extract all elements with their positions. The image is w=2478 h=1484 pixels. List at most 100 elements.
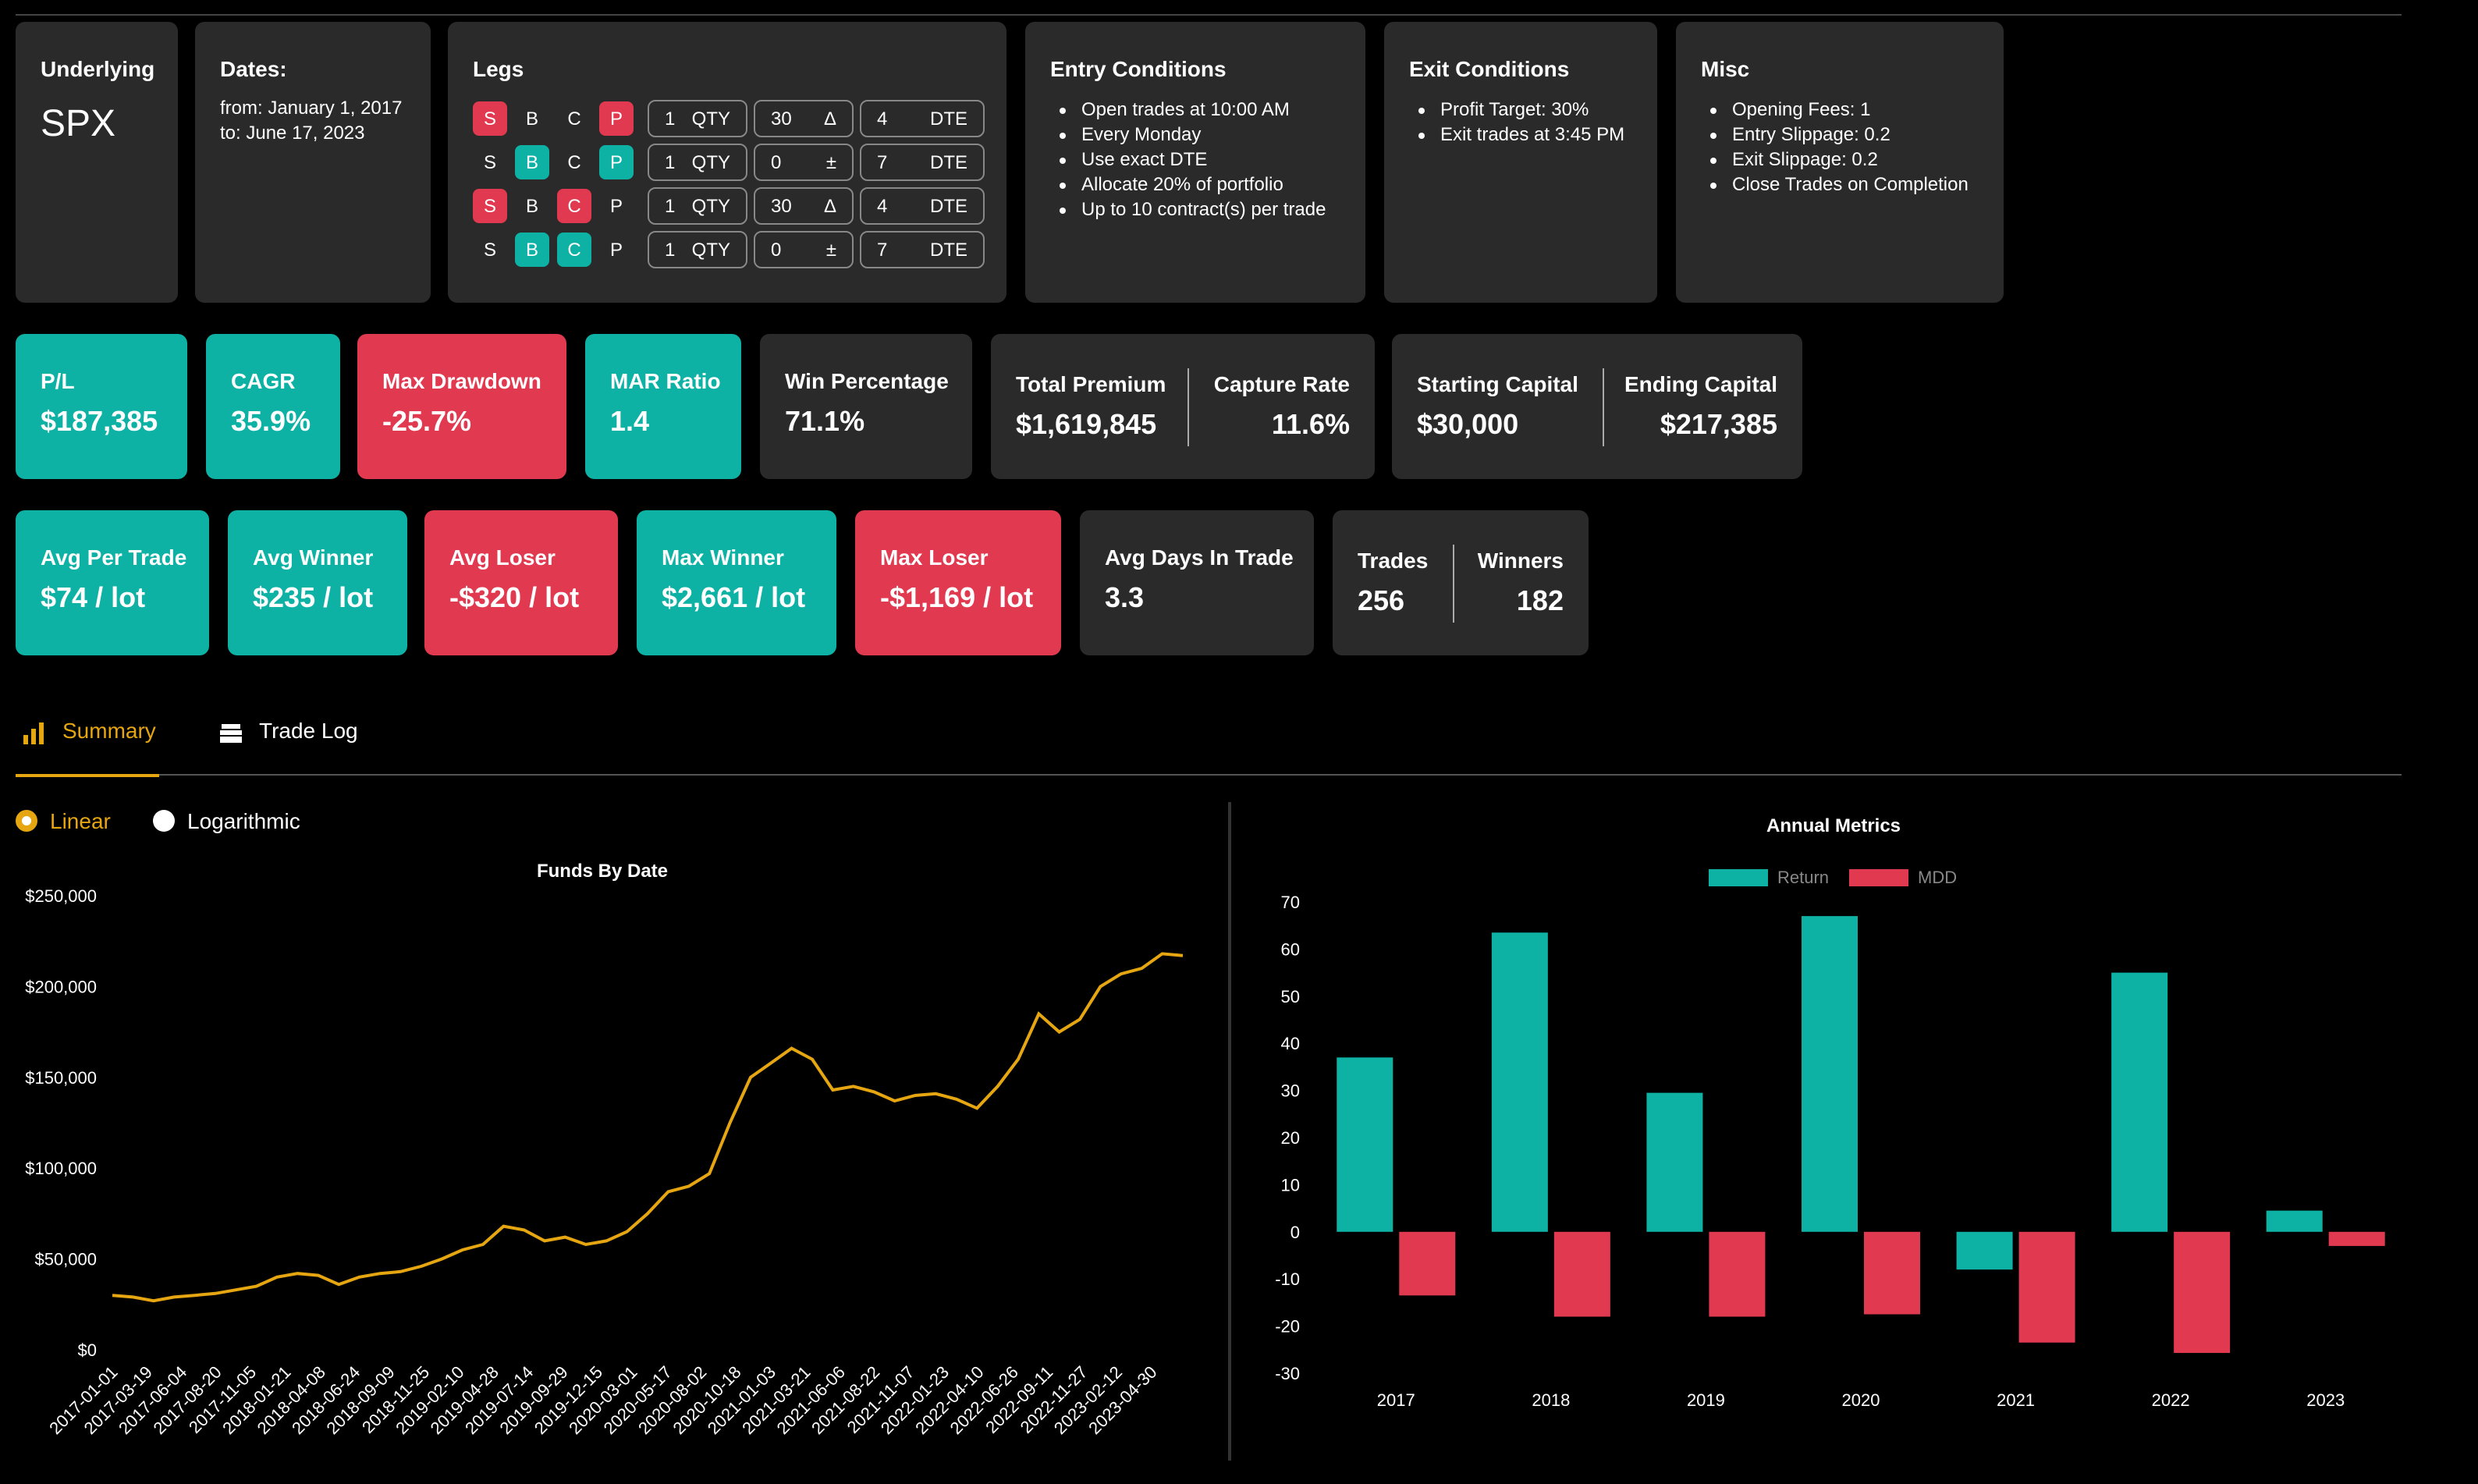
list-item: Allocate 20% of portfolio (1081, 172, 1326, 197)
pill-unit: DTE (930, 195, 967, 217)
y-tick-label: -30 (1275, 1364, 1300, 1383)
leg-side-sell-toggle[interactable]: S (483, 151, 496, 173)
leg-delta-input[interactable]: 30 Δ (754, 100, 854, 137)
dates-from: from: January 1, 2017 (220, 97, 403, 119)
leg-side-buy-toggle[interactable]: B (525, 108, 538, 130)
leg-side-sell-toggle[interactable]: S (473, 189, 507, 223)
chart-title: Annual Metrics (1766, 815, 1901, 836)
avg-loser-label: Avg Loser (449, 545, 556, 570)
return-bar (1802, 916, 1858, 1232)
list-item: Exit Slippage: 0.2 (1732, 147, 1969, 172)
funds-by-date-chart: Funds By Date $0 $50,000 $100,000 $150,000 $2… (25, 861, 1184, 1438)
list-item: Close Trades on Completion (1732, 172, 1969, 197)
logarithmic-radio[interactable]: Logarithmic (153, 808, 300, 833)
avg-loser-card: Avg Loser -$320 / lot (424, 510, 618, 655)
pill-value: 1 (665, 108, 676, 130)
y-tick-label: $150,000 (25, 1068, 97, 1088)
pill-value: 7 (877, 151, 888, 173)
leg-dte-input[interactable]: 4 DTE (860, 187, 985, 225)
pill-unit: ± (825, 151, 836, 173)
leg-qty-input[interactable]: 1 QTY (648, 231, 747, 268)
leg-dte-input[interactable]: 4 DTE (860, 100, 985, 137)
linear-label: Linear (50, 808, 111, 833)
pill-unit: DTE (930, 239, 967, 261)
return-bar (1337, 1057, 1393, 1232)
x-tick-label: 2021 (1997, 1390, 2035, 1410)
avg-loser-value: -$320 / lot (449, 582, 580, 613)
max-drawdown-label: Max Drawdown (382, 368, 541, 393)
card-divider (1453, 545, 1454, 623)
mdd-bar (1399, 1231, 1456, 1296)
leg-put-toggle[interactable]: P (599, 101, 634, 136)
leg-side-buy-toggle[interactable]: B (515, 145, 549, 179)
max-winner-value: $2,661 / lot (662, 582, 806, 613)
capital-card: Starting Capital $30,000 Ending Capital … (1392, 334, 1802, 479)
avg-days-card: Avg Days In Trade 3.3 (1080, 510, 1314, 655)
leg-delta-input[interactable]: 0 ± (754, 144, 854, 181)
pill-unit: QTY (691, 239, 730, 261)
entry-conditions-label: Entry Conditions (1050, 56, 1227, 81)
y-tick-label: 0 (1290, 1223, 1300, 1242)
y-tick-label: $50,000 (34, 1250, 97, 1269)
linear-radio[interactable]: Linear (16, 808, 111, 833)
avg-per-trade-value: $74 / lot (41, 582, 146, 613)
premium-card: Total Premium $1,619,845 Capture Rate 11… (991, 334, 1375, 479)
leg-side-sell-toggle[interactable]: S (473, 101, 507, 136)
leg-call-toggle[interactable]: C (567, 151, 581, 173)
list-item: Open trades at 10:00 AM (1081, 97, 1326, 122)
entry-conditions-list: Open trades at 10:00 AM Every Monday Use… (1050, 97, 1326, 222)
pill-unit: QTY (691, 195, 730, 217)
leg-dte-input[interactable]: 7 DTE (860, 231, 985, 268)
x-tick-label: 2019 (1687, 1390, 1725, 1410)
list-item: Use exact DTE (1081, 147, 1326, 172)
mdd-bar (2328, 1231, 2385, 1246)
pill-unit: Δ (823, 195, 836, 217)
leg-put-toggle[interactable]: P (609, 239, 623, 261)
tab-summary[interactable]: Summary (16, 718, 159, 777)
pill-unit: QTY (691, 151, 730, 173)
winners-value: 182 (1516, 585, 1564, 616)
leg-qty-input[interactable]: 1 QTY (648, 144, 747, 181)
leg-put-toggle[interactable]: P (609, 195, 623, 217)
y-tick-label: 10 (1281, 1175, 1300, 1195)
chart-title: Funds By Date (537, 861, 668, 882)
leg-side-buy-toggle[interactable]: B (525, 195, 538, 217)
leg-put-toggle[interactable]: P (599, 145, 634, 179)
return-bar (1646, 1092, 1703, 1232)
leg-dte-input[interactable]: 7 DTE (860, 144, 985, 181)
tab-trade-log-label: Trade Log (259, 718, 358, 743)
pl-value: $187,385 (41, 406, 158, 437)
max-drawdown-value: -25.7% (382, 406, 472, 437)
legend-swatch (1849, 869, 1908, 886)
leg-delta-input[interactable]: 0 ± (754, 231, 854, 268)
capture-rate-value: 11.6% (1271, 409, 1350, 440)
leg-side-buy-toggle[interactable]: B (515, 233, 549, 267)
mdd-bar (1864, 1231, 1920, 1315)
y-tick-label: $200,000 (25, 977, 97, 996)
pill-value: 1 (665, 239, 676, 261)
bar-chart-icon (23, 722, 44, 744)
trades-value: 256 (1358, 585, 1405, 616)
leg-side-sell-toggle[interactable]: S (483, 239, 496, 261)
dates-card: Dates: from: January 1, 2017 to: June 17… (195, 22, 431, 303)
pill-value: 7 (877, 239, 888, 261)
pill-unit: QTY (691, 108, 730, 130)
leg-delta-input[interactable]: 30 Δ (754, 187, 854, 225)
pill-unit: Δ (823, 108, 836, 130)
y-tick-label: $0 (78, 1340, 97, 1360)
mdd-bar (1709, 1231, 1766, 1317)
pill-unit: DTE (930, 108, 967, 130)
leg-row: S B C P 1 QTY 30 Δ 4 DTE (473, 187, 991, 225)
avg-per-trade-label: Avg Per Trade (41, 545, 187, 570)
leg-call-toggle[interactable]: C (557, 189, 591, 223)
leg-qty-input[interactable]: 1 QTY (648, 100, 747, 137)
leg-call-toggle[interactable]: C (567, 108, 581, 130)
pl-card: P/L $187,385 (16, 334, 187, 479)
leg-row: S B C P 1 QTY 0 ±7 DTE (473, 144, 991, 181)
card-divider (1188, 368, 1189, 446)
leg-qty-input[interactable]: 1 QTY (648, 187, 747, 225)
mdd-bar (2174, 1231, 2231, 1354)
tab-trade-log[interactable]: Trade Log (218, 718, 390, 774)
win-percentage-card: Win Percentage 71.1% (760, 334, 972, 479)
leg-call-toggle[interactable]: C (557, 233, 591, 267)
